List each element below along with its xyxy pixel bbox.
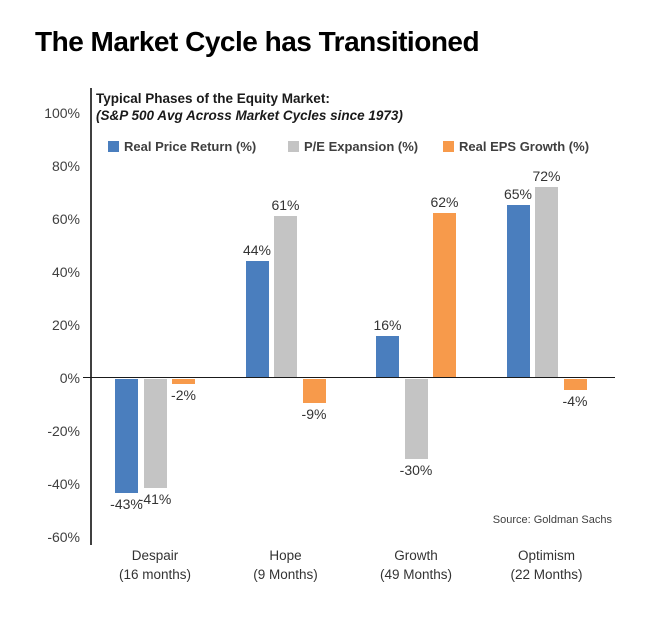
category-phase: Despair	[131, 548, 179, 563]
bar-value-label: -2%	[171, 387, 196, 404]
legend-swatch-icon	[443, 141, 454, 152]
legend-item: P/E Expansion (%)	[288, 139, 418, 154]
chart-subtitle: (S&P 500 Avg Across Market Cycles since …	[96, 108, 403, 123]
chart-legend: Real Price Return (%) P/E Expansion (%) Re…	[0, 139, 657, 155]
legend-swatch-icon	[108, 141, 119, 152]
legend-item: Real EPS Growth (%)	[443, 139, 589, 154]
bar-value-label: 62%	[430, 194, 459, 211]
bar	[172, 379, 195, 385]
legend-item: Real Price Return (%)	[108, 139, 256, 154]
category-duration: (22 Months)	[510, 567, 583, 582]
bar-value-label: 65%	[503, 186, 533, 203]
bar	[115, 379, 138, 494]
bar-value-label: -30%	[399, 461, 433, 478]
bar	[404, 379, 428, 459]
bar-value-label: -43%	[110, 496, 143, 513]
page-title: The Market Cycle has Transitioned	[35, 26, 480, 57]
bar-value-label: 72%	[532, 167, 561, 184]
bar-value-label: -41%	[138, 490, 172, 507]
y-axis-tick-label: -40%	[47, 476, 80, 493]
bar-value-label: 16%	[373, 316, 402, 333]
category-phase: Optimism	[518, 548, 575, 563]
category-phase: Growth	[394, 548, 438, 563]
bar	[274, 216, 297, 378]
source-note: Source: Goldman Sachs	[492, 514, 612, 526]
y-axis-tick-label: -20%	[47, 423, 80, 440]
bar-value-label: 44%	[242, 242, 272, 259]
y-axis-tick-label: -60%	[47, 529, 80, 546]
bar	[302, 379, 326, 403]
bar	[563, 379, 587, 390]
y-axis-line	[90, 88, 92, 545]
y-axis-tick-label: 100%	[44, 104, 80, 121]
bar-value-label: -9%	[301, 405, 327, 422]
bar-value-label: -4%	[562, 392, 588, 409]
bar-value-label: 61%	[271, 197, 300, 214]
legend-label: Real EPS Growth (%)	[459, 139, 590, 154]
chart-title: Typical Phases of the Equity Market:	[96, 91, 330, 106]
x-axis-category-label: Despair (16 months)	[85, 546, 225, 584]
bar	[376, 335, 399, 378]
bar	[506, 205, 530, 378]
x-axis-category-label: Growth (49 Months)	[346, 546, 486, 584]
bar	[433, 213, 456, 378]
y-axis-tick-label: 60%	[51, 210, 80, 227]
category-duration: (16 months)	[118, 567, 192, 582]
bar	[143, 379, 167, 488]
x-axis-category-label: Optimism (22 Months)	[477, 546, 617, 584]
x-axis-category-label: Hope (9 Months)	[216, 546, 356, 584]
y-axis-tick-label: 80%	[51, 157, 80, 174]
bar	[245, 261, 269, 378]
category-duration: (49 Months)	[379, 567, 453, 582]
legend-label: P/E Expansion (%)	[304, 139, 419, 154]
bar	[535, 186, 558, 378]
zero-baseline	[83, 377, 615, 379]
legend-label: Real Price Return (%)	[124, 139, 257, 154]
y-axis-tick-label: 0%	[59, 370, 80, 386]
category-phase: Hope	[269, 548, 302, 563]
legend-swatch-icon	[288, 141, 299, 152]
y-axis-tick-label: 40%	[51, 263, 80, 280]
category-duration: (9 Months)	[253, 567, 318, 582]
y-axis-tick-label: 20%	[51, 316, 80, 333]
